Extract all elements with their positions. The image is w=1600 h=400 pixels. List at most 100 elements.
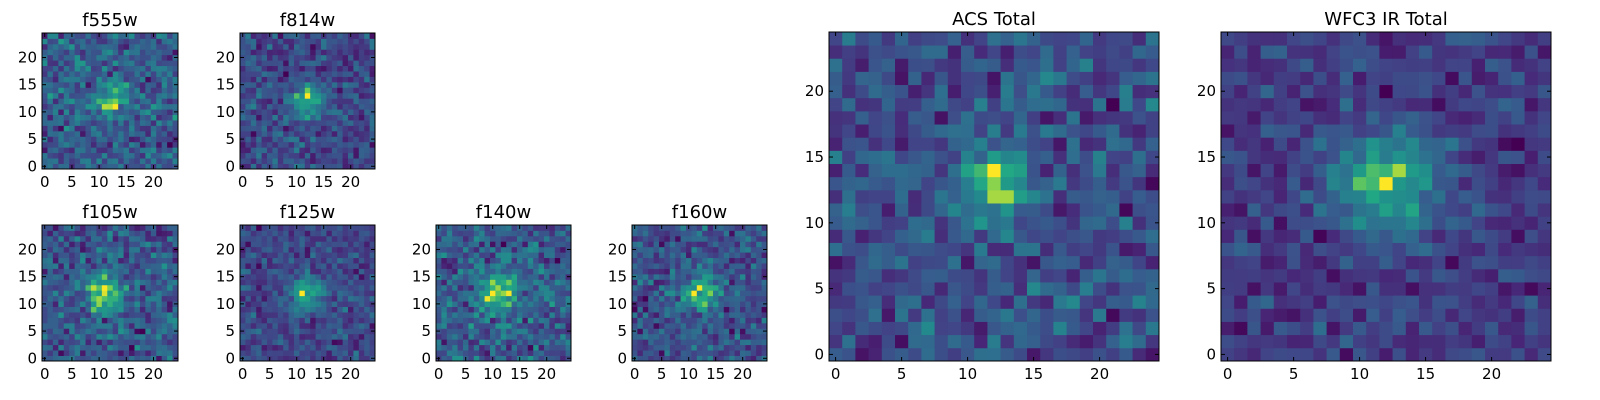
heatmap-cell [1053, 203, 1067, 217]
heatmap-cell [921, 58, 935, 72]
heatmap-cell [150, 252, 157, 259]
heatmap-cell [1027, 242, 1041, 257]
heatmap-cell [675, 295, 681, 302]
heatmap-cell [337, 257, 343, 264]
heatmap-cell [881, 242, 896, 257]
heatmap-cell [1419, 308, 1433, 322]
heatmap-cell [123, 252, 130, 259]
heatmap-cell [1300, 189, 1314, 204]
heatmap-cell [908, 321, 922, 336]
heatmap-cell [80, 125, 86, 132]
heatmap-cell [842, 216, 856, 230]
heatmap-cell [364, 136, 370, 143]
heatmap-cell [463, 333, 469, 340]
heatmap-cell [1366, 216, 1380, 230]
heatmap-cell [1053, 124, 1067, 138]
heatmap-cell [85, 81, 92, 88]
heatmap-cell [868, 347, 883, 362]
heatmap-cell [161, 230, 168, 237]
heatmap-cell [256, 33, 262, 39]
heatmap-cell [1000, 308, 1015, 322]
heatmap-cell [150, 98, 157, 105]
heatmap-cell [1313, 268, 1327, 283]
heatmap-cell [315, 273, 322, 280]
heatmap-cell [554, 317, 561, 324]
heatmap-cell [1287, 176, 1301, 191]
heatmap-cell [337, 33, 343, 39]
heatmap-cell [112, 284, 119, 291]
heatmap-cell [1079, 334, 1094, 349]
heatmap-cell [118, 263, 124, 269]
heatmap-cell [457, 344, 464, 351]
heatmap-cell [272, 306, 279, 313]
heatmap-cell [921, 45, 935, 59]
heatmap-cell [139, 344, 146, 351]
heatmap-cell [1040, 45, 1054, 59]
heatmap-cell [881, 110, 896, 125]
heatmap-cell [1000, 229, 1015, 243]
heatmap-cell [310, 141, 316, 148]
heatmap-cell [895, 268, 909, 283]
heatmap-cell [1013, 137, 1028, 151]
heatmap-cell [80, 268, 86, 275]
heatmap-cell [80, 98, 86, 105]
heatmap-cell [172, 295, 179, 302]
heatmap-cell [69, 109, 76, 115]
heatmap-cell [112, 317, 119, 324]
heatmap-cell [1353, 242, 1367, 257]
heatmap-cell [729, 225, 735, 231]
heatmap-cell [161, 136, 168, 143]
heatmap-cell [436, 268, 442, 275]
heatmap-cell [283, 225, 289, 231]
heatmap-cell [277, 33, 284, 39]
heatmap-cell [161, 235, 168, 242]
heatmap-cell [544, 268, 550, 275]
heatmap-cell [310, 290, 316, 297]
heatmap-cell [156, 92, 163, 99]
heatmap-cell [1132, 163, 1147, 178]
heatmap-cell [675, 257, 681, 264]
heatmap-cell [1300, 163, 1314, 178]
heatmap-cell [272, 317, 279, 324]
heatmap-cell [457, 246, 464, 253]
heatmap-cell [294, 241, 300, 248]
heatmap-cell [150, 290, 157, 297]
heatmap-cell [750, 241, 757, 248]
heatmap-cell [90, 147, 97, 154]
heatmap-cell [868, 32, 883, 46]
heatmap-cell [123, 65, 130, 72]
heatmap-cell [648, 312, 654, 318]
heatmap-cell [267, 350, 273, 356]
heatmap-cell [855, 110, 869, 125]
heatmap-cell [1040, 137, 1054, 151]
heatmap-cell [118, 273, 124, 280]
heatmap-cell [517, 290, 523, 297]
heatmap-cell [58, 317, 65, 324]
heatmap-cell [1234, 268, 1248, 283]
heatmap-cell [1339, 308, 1354, 322]
heatmap-cell [1234, 321, 1248, 336]
heatmap-cell [118, 147, 124, 154]
heatmap-cell [358, 306, 365, 313]
axes-frame [239, 224, 376, 362]
heatmap-cell [1132, 216, 1147, 230]
heatmap-cell [267, 328, 273, 335]
heatmap-cell [107, 103, 114, 110]
heatmap-cell [921, 97, 935, 112]
heatmap-cell [756, 241, 762, 248]
heatmap-cell [1106, 58, 1120, 72]
heatmap-cell [1027, 110, 1041, 125]
heatmap-cell [648, 306, 654, 313]
heatmap-cell [495, 235, 502, 242]
y-tick-label: 15 [805, 148, 824, 166]
heatmap-cell [310, 81, 316, 88]
heatmap-cell [506, 279, 512, 286]
heatmap-cell [947, 282, 962, 296]
y-tick-label: 10 [216, 103, 235, 121]
heatmap-cell [908, 334, 922, 349]
heatmap-cell [675, 273, 681, 280]
heatmap-cell [745, 301, 752, 307]
heatmap-cell [691, 273, 698, 280]
heatmap-cell [1132, 45, 1147, 59]
heatmap-cell [101, 350, 108, 356]
